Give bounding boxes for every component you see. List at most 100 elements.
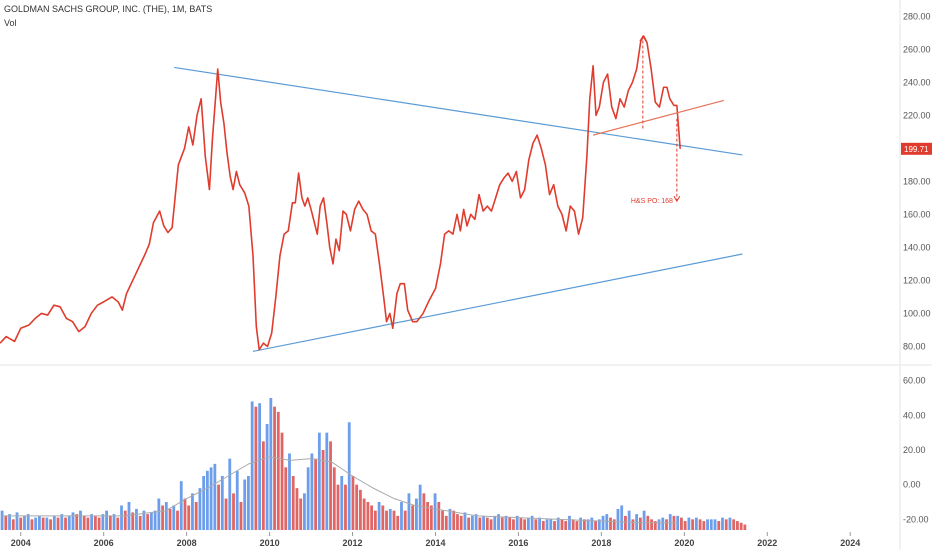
trendline xyxy=(174,66,743,156)
x-tick-label: 2010 xyxy=(260,538,280,548)
volume-bar xyxy=(624,515,627,530)
volume-bar xyxy=(687,517,691,530)
volume-bar xyxy=(314,458,318,530)
volume-bar xyxy=(568,515,571,530)
volume-bar xyxy=(560,519,564,530)
volume-bar xyxy=(579,517,583,530)
volume-bar xyxy=(717,521,721,530)
volume-bar xyxy=(575,521,579,530)
price-tick-label: 80.00 xyxy=(903,341,926,351)
trendline xyxy=(252,253,743,352)
volume-bar xyxy=(49,519,52,530)
volume-bar xyxy=(545,519,549,530)
volume-bar xyxy=(284,467,288,530)
volume-bar xyxy=(120,505,123,530)
volume-bar xyxy=(273,406,276,530)
volume-bar xyxy=(157,498,161,530)
volume-bar xyxy=(336,484,340,530)
volume-bar xyxy=(321,450,325,530)
volume-bar xyxy=(351,476,355,530)
volume-bar xyxy=(131,512,135,530)
volume-bar xyxy=(93,515,97,530)
volume-bar xyxy=(362,498,366,530)
x-tick-label: 2006 xyxy=(94,538,114,548)
volume-bar xyxy=(344,484,347,530)
volume-bar xyxy=(23,515,26,530)
volume-bar xyxy=(30,519,34,530)
volume-bar xyxy=(250,401,254,530)
volume-bar xyxy=(4,515,8,530)
price-tick-label: 140.00 xyxy=(903,242,931,252)
volume-bar xyxy=(691,519,695,530)
price-line xyxy=(0,35,681,351)
volume-bar xyxy=(467,517,471,530)
volume-bar xyxy=(444,515,448,530)
volume-bar xyxy=(71,512,75,530)
last-price-badge xyxy=(901,142,932,155)
volume-bar xyxy=(388,508,392,530)
volume-bar xyxy=(556,517,560,530)
volume-bar xyxy=(288,453,291,530)
volume-bar xyxy=(612,519,616,530)
volume-bar xyxy=(743,524,747,530)
volume-bar xyxy=(142,510,146,530)
volume-bar xyxy=(239,502,243,530)
volume-bar xyxy=(112,514,116,530)
symbol-title: GOLDMAN SACHS GROUP, INC. (THE), 1M, BAT… xyxy=(4,4,213,14)
volume-ma-line xyxy=(2,456,679,524)
volume-bar xyxy=(680,517,683,530)
volume-bar xyxy=(661,517,665,530)
volume-bar xyxy=(459,515,463,530)
volume-bar xyxy=(8,514,11,530)
volume-bar xyxy=(329,441,332,530)
volume-bar xyxy=(202,476,206,530)
volume-bar xyxy=(437,502,441,530)
volume-bar xyxy=(217,484,220,530)
volume-bar xyxy=(422,493,426,530)
volume-bar xyxy=(586,519,590,530)
volume-bar xyxy=(433,493,437,530)
volume-bar xyxy=(478,517,482,530)
volume-bar xyxy=(373,510,377,530)
volume-bar xyxy=(407,493,411,530)
volume-bar xyxy=(470,515,474,530)
volume-bar xyxy=(261,441,265,530)
volume-bar xyxy=(67,515,71,530)
volume-bar xyxy=(415,498,418,530)
volume-bar xyxy=(381,505,385,530)
volume-bar xyxy=(650,519,653,530)
x-tick-label: 2016 xyxy=(508,538,528,548)
volume-indicator-label: Vol xyxy=(4,18,17,28)
volume-bar xyxy=(377,502,381,530)
volume-bar xyxy=(500,517,504,530)
volume-bar xyxy=(683,521,687,530)
x-tick-label: 2024 xyxy=(840,538,860,548)
volume-bar xyxy=(385,510,388,530)
volume-bar xyxy=(149,512,153,530)
volume-bar xyxy=(123,510,127,530)
volume-bar xyxy=(176,510,179,530)
volume-bar xyxy=(38,515,41,530)
volume-bar xyxy=(474,514,478,530)
volume-bar xyxy=(325,432,329,530)
volume-bar xyxy=(418,484,422,530)
volume-bar xyxy=(164,502,168,530)
volume-bar xyxy=(642,510,646,530)
volume-bar xyxy=(702,521,706,530)
volume-bar xyxy=(295,488,299,530)
volume-bar xyxy=(620,505,624,530)
volume-bar xyxy=(564,521,568,530)
volume-bar xyxy=(508,517,512,530)
volume-bar xyxy=(317,432,321,530)
volume-bar xyxy=(366,502,370,530)
volume-bar xyxy=(232,493,235,530)
volume-bar xyxy=(541,521,545,530)
volume-bar xyxy=(426,502,430,530)
volume-bar xyxy=(220,476,224,530)
volume-bar xyxy=(108,515,112,530)
head-height-arrow-head xyxy=(639,35,647,42)
volume-bar xyxy=(392,510,396,530)
volume-bar xyxy=(590,517,594,530)
volume-bar xyxy=(56,517,60,530)
